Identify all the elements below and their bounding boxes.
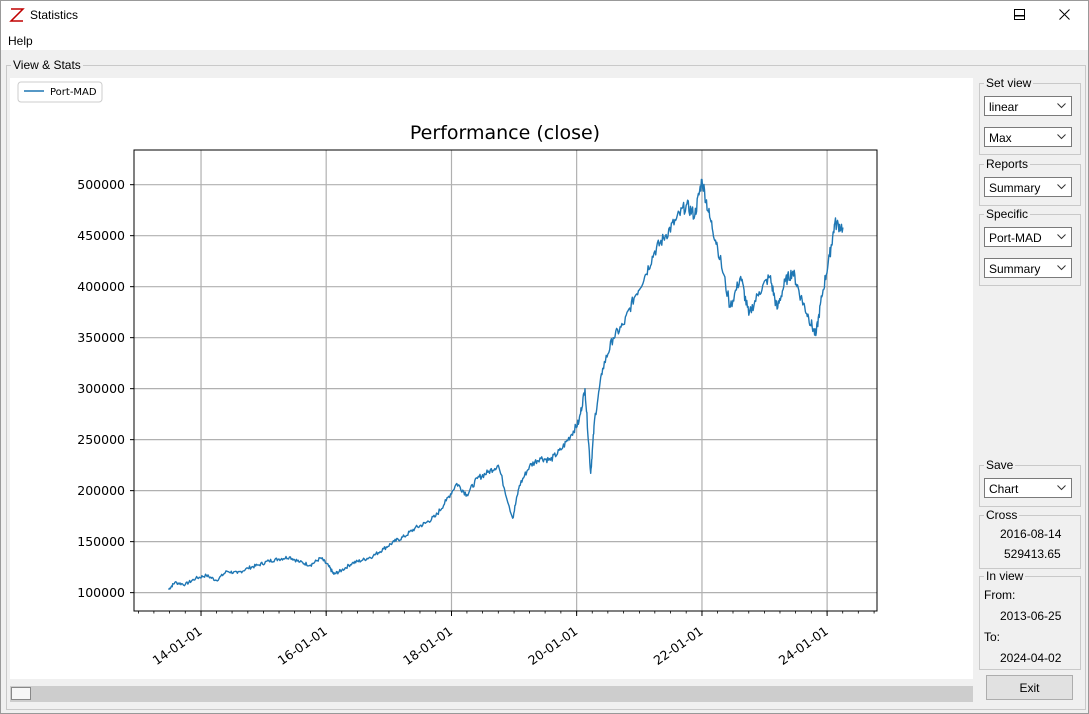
- to-label: To:: [984, 630, 1001, 644]
- reports-label: Reports: [984, 157, 1031, 171]
- exit-button[interactable]: Exit: [986, 675, 1073, 700]
- y-tick-label: 200000: [77, 483, 125, 498]
- from-date: 2013-06-25: [1000, 609, 1062, 623]
- save-group: Save: [979, 458, 1081, 507]
- chevron-down-icon: [1057, 485, 1066, 491]
- y-tick-label: 400000: [77, 279, 125, 294]
- y-tick-label: 300000: [77, 381, 125, 396]
- y-tick-label: 500000: [77, 177, 125, 192]
- set-view-label: Set view: [984, 76, 1034, 90]
- range-select-value: Max: [989, 131, 1012, 145]
- close-button[interactable]: [1042, 0, 1088, 31]
- maximize-icon: [1014, 9, 1025, 20]
- cross-label: Cross: [984, 508, 1020, 522]
- chart-area[interactable]: 100000 150000 200000 250000 300000 350000 4000…: [10, 78, 973, 679]
- specific-report-select[interactable]: Summary: [984, 258, 1072, 278]
- chart-title: Performance (close): [410, 122, 600, 144]
- x-tick-label: 14-01-01: [150, 623, 205, 668]
- x-tick-label: 16-01-01: [275, 623, 330, 668]
- horizontal-scrollbar[interactable]: [10, 686, 973, 702]
- chevron-down-icon: [1057, 265, 1066, 271]
- cross-value: 529413.65: [1004, 547, 1061, 561]
- save-label: Save: [984, 458, 1016, 472]
- maximize-button-visual[interactable]: [1000, 0, 1046, 31]
- cross-date: 2016-08-14: [1000, 527, 1062, 541]
- range-select[interactable]: Max: [984, 127, 1072, 147]
- window-title: Statistics: [30, 8, 79, 22]
- app-logo-icon: [9, 8, 25, 22]
- title-bar[interactable]: Statistics: [0, 0, 1089, 31]
- menu-help[interactable]: Help: [8, 34, 33, 48]
- portfolio-select[interactable]: Port-MAD: [984, 227, 1072, 247]
- save-select-value: Chart: [989, 482, 1019, 496]
- specific-report-select-value: Summary: [989, 262, 1041, 276]
- portfolio-select-value: Port-MAD: [989, 231, 1042, 245]
- in-view-label: In view: [984, 569, 1026, 583]
- y-tick-label: 150000: [77, 534, 125, 549]
- minimize-button-visual[interactable]: [996, 0, 1042, 31]
- chevron-down-icon: [1057, 234, 1066, 240]
- reports-select[interactable]: Summary: [984, 177, 1072, 197]
- y-tick-label: 250000: [77, 432, 125, 447]
- minimize-icon-visual: [1015, 15, 1025, 16]
- chevron-down-icon: [1057, 134, 1066, 140]
- scale-select-value: linear: [989, 100, 1019, 114]
- x-tick-label: 18-01-01: [400, 623, 455, 668]
- view-stats-group: View & Stats: [6, 58, 1086, 710]
- reports-select-value: Summary: [989, 181, 1041, 195]
- plot-frame: [133, 149, 878, 612]
- series-line-port-mad: [167, 178, 844, 591]
- chevron-down-icon: [1057, 184, 1066, 190]
- to-date: 2024-04-02: [1000, 651, 1062, 665]
- specific-group: Specific: [979, 207, 1081, 286]
- from-label: From:: [984, 588, 1016, 602]
- set-view-group: Set view: [979, 76, 1081, 155]
- x-tick-label: 22-01-01: [651, 623, 706, 668]
- legend-entry: Port-MAD: [50, 87, 97, 98]
- menu-bar: Help: [0, 31, 1089, 50]
- x-tick-label: 24-01-01: [776, 623, 831, 668]
- scale-select[interactable]: linear: [984, 96, 1072, 116]
- chart-legend[interactable]: Port-MAD: [17, 81, 103, 103]
- cross-group: Cross: [979, 508, 1081, 569]
- close-icon: [1059, 9, 1070, 20]
- specific-label: Specific: [984, 207, 1031, 221]
- in-view-group: In view: [979, 569, 1081, 670]
- performance-chart[interactable]: 100000 150000 200000 250000 300000 350000 4000…: [10, 78, 973, 679]
- reports-group: Reports: [979, 157, 1081, 206]
- scrollbar-thumb[interactable]: [11, 687, 31, 700]
- y-tick-label: 100000: [77, 585, 125, 600]
- chevron-down-icon: [1057, 103, 1066, 109]
- view-stats-label: View & Stats: [11, 58, 83, 72]
- y-tick-label: 350000: [77, 330, 125, 345]
- x-tick-label: 20-01-01: [525, 623, 580, 668]
- y-tick-label: 450000: [77, 228, 125, 243]
- save-select[interactable]: Chart: [984, 478, 1072, 498]
